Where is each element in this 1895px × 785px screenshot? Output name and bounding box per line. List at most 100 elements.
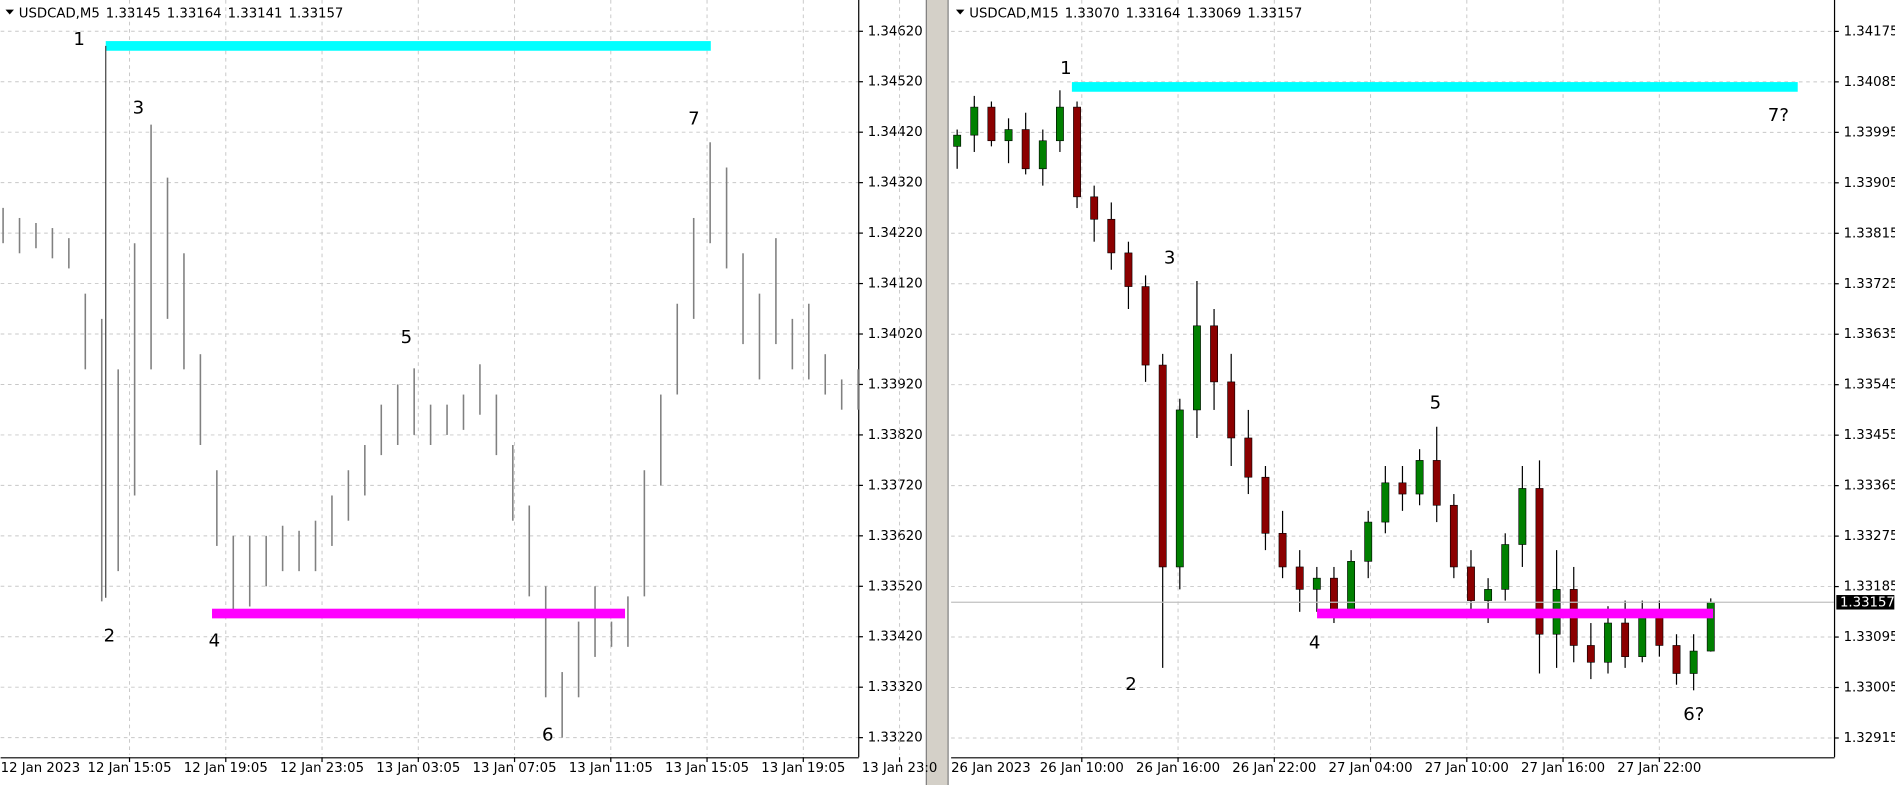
candle-body bbox=[1038, 140, 1047, 170]
x-tick-label: 27 Jan 10:00 bbox=[1425, 761, 1509, 776]
header-price: 1.33141 bbox=[228, 6, 283, 21]
x-tick-label: 12 Jan 19:05 bbox=[184, 761, 268, 776]
candle-body bbox=[1638, 611, 1647, 657]
dropdown-arrow bbox=[955, 9, 965, 15]
x-tick-label: 13 Jan 03:05 bbox=[376, 761, 460, 776]
candle-body bbox=[1278, 532, 1287, 568]
x-tick-label: 13 Jan 23:0 bbox=[862, 761, 938, 776]
candle-body bbox=[1432, 460, 1441, 506]
y-tick-label: 1.33220 bbox=[868, 731, 923, 746]
x-tick-label: 26 Jan 22:00 bbox=[1232, 761, 1316, 776]
x-tick-label: 26 Jan 2023 bbox=[951, 761, 1031, 776]
wave-label: 7 bbox=[688, 109, 700, 130]
y-tick-label: 1.33320 bbox=[868, 680, 923, 695]
wave-label: 7? bbox=[1768, 105, 1789, 126]
candle-body bbox=[1107, 218, 1116, 254]
y-tick-label: 1.33620 bbox=[868, 529, 923, 544]
symbol: USDCAD,M5 bbox=[19, 6, 100, 21]
wave-label: 2 bbox=[1125, 674, 1137, 695]
candle-body bbox=[1158, 364, 1167, 568]
candle-body bbox=[1501, 544, 1510, 590]
wave-label: 6 bbox=[542, 724, 554, 745]
x-tick-label: 13 Jan 19:05 bbox=[761, 761, 845, 776]
x-tick-label: 27 Jan 04:00 bbox=[1329, 761, 1413, 776]
level-line bbox=[1317, 608, 1714, 619]
header-price: 1.33070 bbox=[1065, 6, 1120, 21]
level-line bbox=[1071, 82, 1798, 92]
y-tick-label: 1.33815 bbox=[1844, 226, 1895, 241]
candle-body bbox=[1364, 521, 1373, 562]
x-tick-label: 13 Jan 15:05 bbox=[665, 761, 749, 776]
candle-body bbox=[1227, 381, 1236, 439]
candle-body bbox=[970, 106, 979, 136]
y-tick-label: 1.33820 bbox=[868, 428, 923, 443]
symbol: USDCAD,M15 bbox=[969, 6, 1058, 21]
header-price: 1.33164 bbox=[1126, 6, 1181, 21]
candle-body bbox=[1124, 252, 1133, 287]
x-tick-label: 12 Jan 23:05 bbox=[280, 761, 364, 776]
candle-body bbox=[1347, 561, 1356, 613]
header-price: 1.33157 bbox=[289, 6, 344, 21]
y-tick-label: 1.34220 bbox=[868, 226, 923, 241]
level-line bbox=[105, 41, 711, 51]
wave-label: 4 bbox=[209, 630, 221, 651]
x-tick-label: 27 Jan 22:00 bbox=[1617, 761, 1701, 776]
wave-label: 1 bbox=[1060, 58, 1072, 79]
candle-body bbox=[1381, 482, 1390, 523]
candle-body bbox=[1175, 409, 1184, 568]
candle-body bbox=[1415, 460, 1424, 495]
x-tick-label: 12 Jan 15:05 bbox=[88, 761, 172, 776]
y-tick-label: 1.34520 bbox=[868, 75, 923, 90]
x-tick-label: 27 Jan 16:00 bbox=[1521, 761, 1605, 776]
header-price: 1.33157 bbox=[1247, 6, 1302, 21]
x-tick-label: 26 Jan 16:00 bbox=[1136, 761, 1220, 776]
wave-label: 6? bbox=[1683, 704, 1704, 725]
y-tick-label: 1.33635 bbox=[1844, 327, 1895, 342]
wave-label: 1 bbox=[73, 29, 85, 50]
y-tick-label: 1.33455 bbox=[1844, 428, 1895, 443]
candle-body bbox=[1689, 650, 1698, 674]
chart-header: USDCAD,M15 1.33070 1.33164 1.33069 1.33157 bbox=[969, 6, 1302, 21]
y-tick-label: 1.33095 bbox=[1844, 630, 1895, 645]
y-tick-label: 1.33720 bbox=[868, 478, 923, 493]
candle-body bbox=[1312, 577, 1321, 590]
x-tick-label: 26 Jan 10:00 bbox=[1040, 761, 1124, 776]
candle-body bbox=[1604, 622, 1612, 663]
dropdown-arrow bbox=[5, 9, 14, 15]
candle-body bbox=[1518, 488, 1527, 545]
y-tick-label: 1.34020 bbox=[868, 327, 923, 342]
candle-body bbox=[1073, 106, 1081, 198]
price-tag bbox=[1836, 595, 1895, 610]
candle-body bbox=[1586, 645, 1595, 663]
y-tick-label: 1.33520 bbox=[868, 579, 923, 594]
candle-body bbox=[1261, 476, 1270, 534]
chart-panel: 1.34175 1.34085 1.33995 1.33905 1.33815 1.337… bbox=[951, 0, 1895, 776]
chart-panel: 1.34620 1.34520 1.34420 1.34320 1.34220 1.341… bbox=[1, 0, 938, 776]
y-tick-label: 1.33920 bbox=[868, 377, 923, 392]
y-tick-label: 1.34620 bbox=[868, 24, 923, 39]
y-tick-label: 1.34320 bbox=[868, 176, 923, 191]
wave-label: 4 bbox=[1309, 633, 1321, 654]
y-tick-label: 1.33365 bbox=[1844, 479, 1895, 494]
y-tick-label: 1.33420 bbox=[868, 630, 923, 645]
x-tick-label: 13 Jan 07:05 bbox=[473, 761, 557, 776]
header-price: 1.33069 bbox=[1187, 6, 1242, 21]
candle-body bbox=[1295, 566, 1304, 590]
y-tick-label: 1.33545 bbox=[1844, 378, 1895, 393]
candle-body bbox=[1484, 589, 1493, 601]
candle-body bbox=[1056, 106, 1064, 142]
candle-body bbox=[1193, 325, 1201, 411]
wave-label: 3 bbox=[1164, 247, 1176, 268]
candle-body bbox=[1449, 504, 1458, 568]
candle-body bbox=[987, 106, 996, 142]
price-tag-label: 1.33157 bbox=[1840, 595, 1895, 610]
header-price: 1.33145 bbox=[106, 6, 161, 21]
x-tick-label: 12 Jan 2023 bbox=[1, 761, 81, 776]
candle-body bbox=[1090, 196, 1099, 220]
y-tick-label: 1.34085 bbox=[1844, 75, 1895, 90]
candle-body bbox=[1535, 488, 1544, 635]
wave-label: 3 bbox=[133, 98, 145, 119]
candle-body bbox=[1398, 482, 1407, 495]
level-line bbox=[212, 608, 626, 619]
